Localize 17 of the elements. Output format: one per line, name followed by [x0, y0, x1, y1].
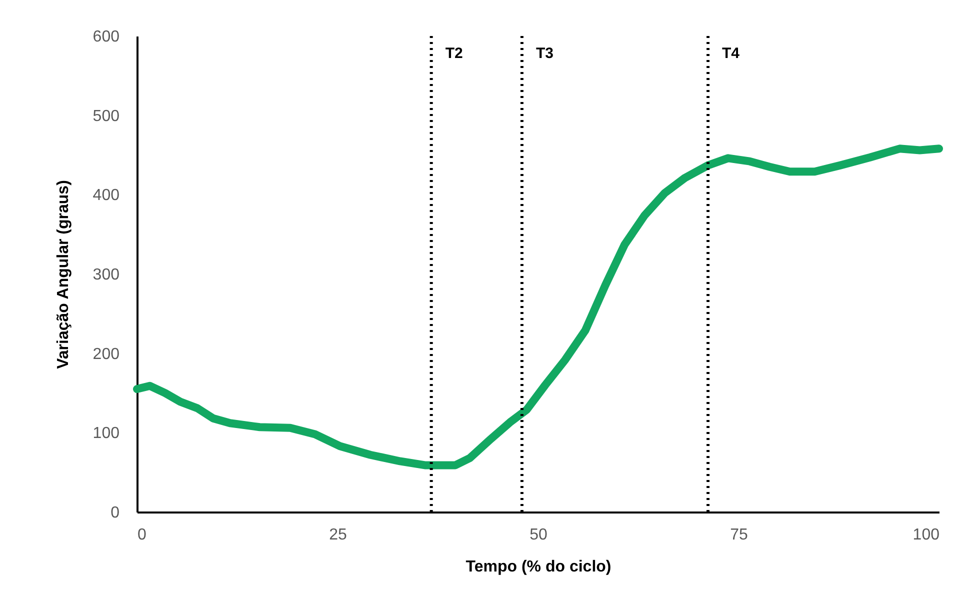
ref-line-label: T4 — [722, 45, 740, 62]
y-tick-label: 400 — [92, 187, 120, 204]
ref-line-label: T3 — [536, 45, 554, 62]
x-tick-label: 50 — [530, 526, 548, 544]
x-tick-label: 100 — [912, 526, 940, 544]
y-tick-label: 600 — [92, 28, 120, 46]
y-tick-label: 0 — [110, 504, 120, 522]
y-tick-label: 200 — [92, 346, 120, 363]
y-tick-label: 500 — [92, 108, 120, 125]
y-axis-title: Variação Angular (graus) — [54, 180, 72, 369]
x-tick-label: 0 — [138, 526, 146, 544]
x-tick-label: 25 — [329, 526, 347, 544]
y-tick-label: 300 — [92, 266, 120, 284]
x-tick-label: 75 — [730, 526, 748, 544]
ref-line-label: T2 — [445, 45, 463, 62]
y-tick-label: 100 — [92, 425, 120, 442]
x-axis-title: Tempo (% do ciclo) — [466, 558, 612, 576]
